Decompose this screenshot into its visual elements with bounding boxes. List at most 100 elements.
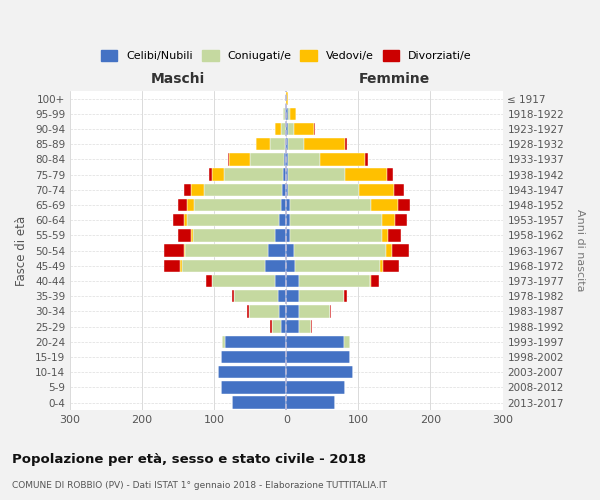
Bar <box>285 108 286 120</box>
Bar <box>293 123 314 136</box>
Bar <box>290 108 296 120</box>
Bar <box>382 229 388 241</box>
Bar <box>293 244 386 257</box>
Y-axis label: Anni di nascita: Anni di nascita <box>575 210 585 292</box>
Bar <box>311 320 312 333</box>
Bar <box>275 123 281 136</box>
Bar <box>286 396 335 409</box>
Bar <box>359 184 394 196</box>
Bar <box>344 336 350 348</box>
Bar <box>164 260 181 272</box>
Bar <box>286 336 344 348</box>
Bar <box>221 350 286 363</box>
Bar <box>288 138 304 150</box>
Bar <box>395 214 407 226</box>
Bar <box>191 184 204 196</box>
Bar <box>286 290 299 302</box>
Legend: Celibi/Nubili, Coniugati/e, Vedovi/e, Divorziati/e: Celibi/Nubili, Coniugati/e, Vedovi/e, Di… <box>97 46 476 66</box>
Bar <box>320 153 365 166</box>
Bar <box>286 381 346 394</box>
Bar <box>221 381 286 394</box>
Bar <box>387 168 393 181</box>
Bar <box>286 168 288 181</box>
Bar <box>286 260 295 272</box>
Bar <box>281 320 286 333</box>
Bar <box>283 168 286 181</box>
Bar <box>314 123 315 136</box>
Bar <box>290 199 371 211</box>
Bar <box>329 305 331 318</box>
Bar <box>289 184 359 196</box>
Bar <box>185 244 268 257</box>
Bar <box>370 275 371 287</box>
Bar <box>286 123 288 136</box>
Bar <box>295 260 380 272</box>
Bar <box>281 199 286 211</box>
Bar <box>392 244 409 257</box>
Bar <box>247 305 249 318</box>
Bar <box>212 275 275 287</box>
Bar <box>299 320 311 333</box>
Bar <box>383 260 399 272</box>
Bar <box>398 199 410 211</box>
Bar <box>182 260 265 272</box>
Bar <box>346 168 387 181</box>
Bar <box>178 229 191 241</box>
Bar <box>275 229 286 241</box>
Bar <box>365 153 368 166</box>
Bar <box>232 290 235 302</box>
Bar <box>191 229 193 241</box>
Bar <box>184 214 187 226</box>
Bar <box>278 290 286 302</box>
Bar <box>249 305 279 318</box>
Bar <box>386 244 392 257</box>
Bar <box>290 229 382 241</box>
Bar <box>187 199 194 211</box>
Bar <box>184 244 185 257</box>
Bar <box>286 153 288 166</box>
Bar <box>299 275 370 287</box>
Bar <box>288 123 293 136</box>
Bar <box>371 275 379 287</box>
Bar <box>204 184 282 196</box>
Bar <box>299 290 344 302</box>
Bar <box>286 305 299 318</box>
Bar <box>271 138 285 150</box>
Bar <box>388 229 401 241</box>
Bar <box>209 168 212 181</box>
Bar <box>304 138 346 150</box>
Y-axis label: Fasce di età: Fasce di età <box>15 216 28 286</box>
Bar <box>173 214 184 226</box>
Bar <box>206 275 212 287</box>
Bar <box>224 168 283 181</box>
Bar <box>286 92 288 105</box>
Bar <box>232 396 286 409</box>
Bar <box>228 153 229 166</box>
Text: Femmine: Femmine <box>359 72 430 86</box>
Bar <box>250 153 284 166</box>
Bar <box>256 138 271 150</box>
Bar <box>164 244 184 257</box>
Bar <box>184 184 191 196</box>
Bar <box>275 275 286 287</box>
Bar <box>286 244 293 257</box>
Bar <box>268 244 286 257</box>
Bar <box>187 214 279 226</box>
Bar <box>286 366 353 378</box>
Bar <box>286 320 299 333</box>
Bar <box>286 275 299 287</box>
Bar <box>380 260 383 272</box>
Bar <box>290 214 382 226</box>
Bar <box>178 199 187 211</box>
Bar <box>344 290 347 302</box>
Bar <box>225 336 286 348</box>
Bar <box>285 138 286 150</box>
Bar <box>281 123 286 136</box>
Bar <box>299 305 329 318</box>
Bar <box>283 108 285 120</box>
Bar <box>229 153 250 166</box>
Bar <box>286 108 288 120</box>
Bar <box>282 184 286 196</box>
Bar <box>288 168 346 181</box>
Bar <box>286 214 290 226</box>
